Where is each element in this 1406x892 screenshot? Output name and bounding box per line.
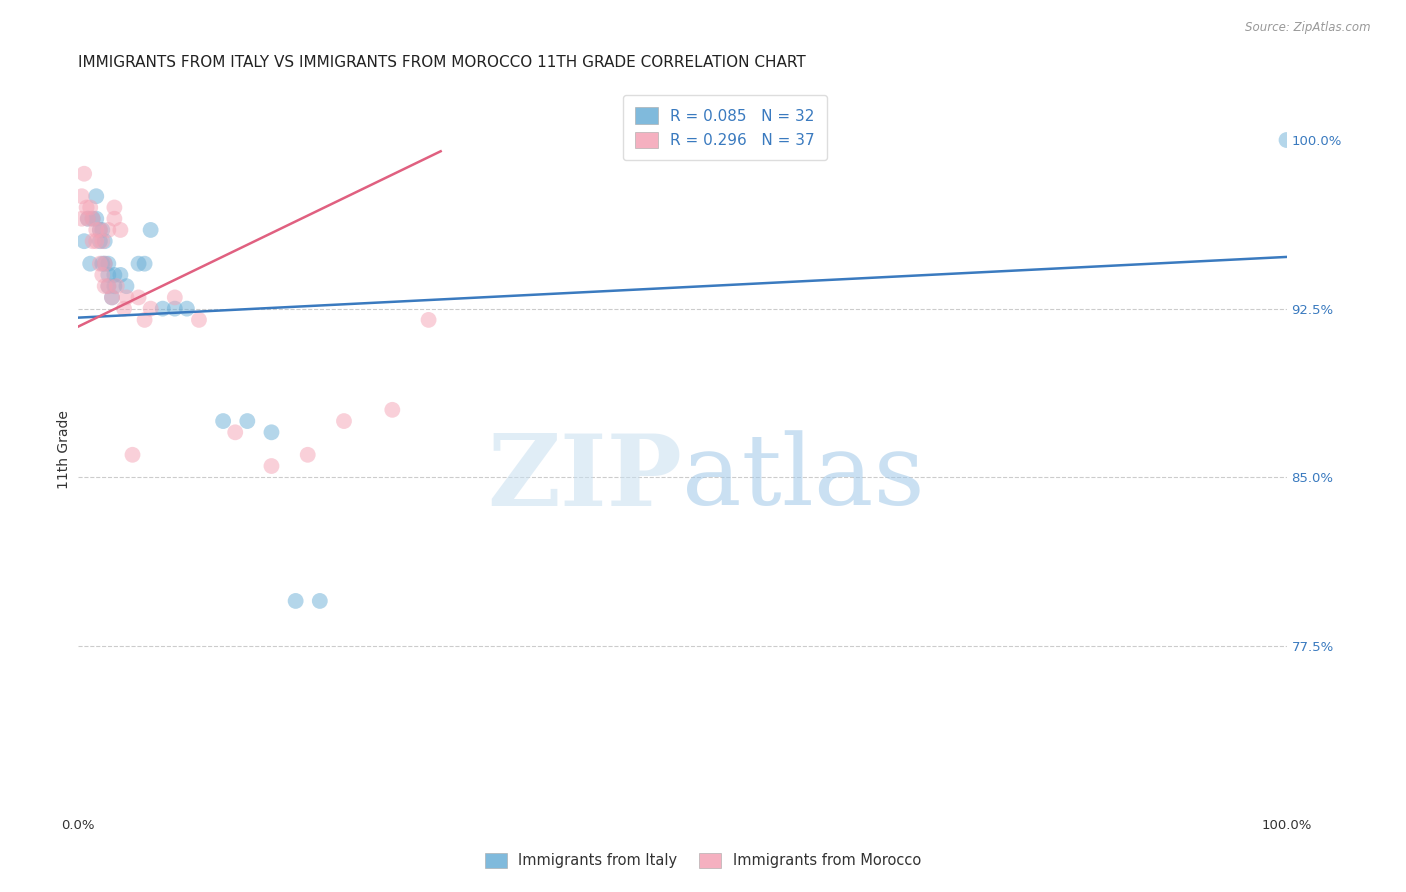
Point [70,211,93,226]
Point [139,223,162,237]
Text: atlas: atlas [682,431,925,526]
Point [89,223,111,237]
Point [297,448,319,462]
Point [188,313,211,327]
Point [97,268,120,282]
Point [93,234,115,248]
Point [260,458,283,473]
Point [224,425,246,440]
Point [91,257,114,271]
Point [134,313,156,327]
Point [97,279,120,293]
Point [82,211,104,226]
Point [110,268,132,282]
Point [76,211,98,226]
Point [152,301,174,316]
Point [115,290,138,304]
Point [103,268,125,282]
Point [284,594,307,608]
Point [82,211,104,226]
Point [76,201,98,215]
Point [91,223,114,237]
Point [381,402,404,417]
Point [308,594,330,608]
Text: ZIP: ZIP [488,430,682,527]
Text: Source: ZipAtlas.com: Source: ZipAtlas.com [1246,21,1371,34]
Point [84,211,107,226]
Point [89,223,111,237]
Point [176,301,198,316]
Point [79,201,101,215]
Point [101,290,124,304]
Point [91,268,114,282]
Point [333,414,356,428]
Point [101,290,124,304]
Point [82,234,104,248]
Point [110,223,132,237]
Point [84,189,107,203]
Point [89,234,111,248]
Point [236,414,259,428]
Point [97,257,120,271]
Point [115,279,138,293]
Point [73,167,96,181]
Point [103,201,125,215]
Point [93,279,115,293]
Point [128,257,150,271]
Point [93,257,115,271]
Point [1275,133,1298,147]
Legend: Immigrants from Italy, Immigrants from Morocco: Immigrants from Italy, Immigrants from M… [478,846,928,876]
Text: IMMIGRANTS FROM ITALY VS IMMIGRANTS FROM MOROCCO 11TH GRADE CORRELATION CHART: IMMIGRANTS FROM ITALY VS IMMIGRANTS FROM… [79,55,806,70]
Point [139,301,162,316]
Point [163,301,186,316]
Point [163,290,186,304]
Legend: R = 0.085   N = 32, R = 0.296   N = 37: R = 0.085 N = 32, R = 0.296 N = 37 [623,95,827,161]
Point [97,223,120,237]
Point [89,257,111,271]
Point [84,234,107,248]
Point [105,279,128,293]
Point [70,189,93,203]
Y-axis label: 11th Grade: 11th Grade [58,409,72,489]
Point [93,257,115,271]
Point [91,234,114,248]
Point [73,234,96,248]
Point [134,257,156,271]
Point [76,211,98,226]
Point [97,279,120,293]
Point [128,290,150,304]
Point [260,425,283,440]
Point [103,211,125,226]
Point [112,301,135,316]
Point [103,279,125,293]
Point [79,257,101,271]
Point [84,223,107,237]
Point [418,313,440,327]
Point [212,414,235,428]
Point [121,448,143,462]
